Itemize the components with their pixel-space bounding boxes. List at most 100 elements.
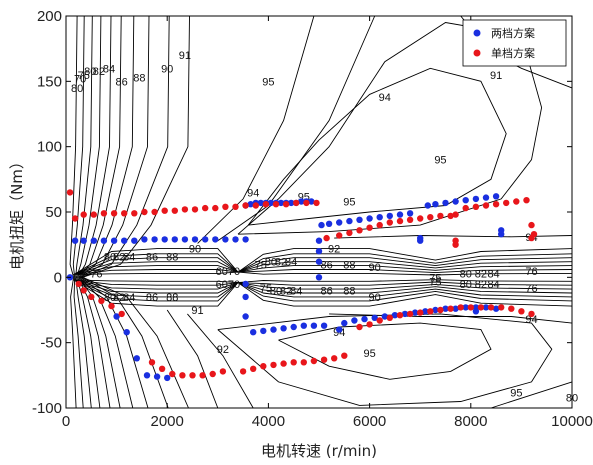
contour-label: 80: [104, 251, 116, 263]
legend-marker-single-gear: [473, 49, 481, 57]
contour-line: [187, 313, 254, 409]
contour-line: [73, 279, 573, 290]
single-gear-point: [437, 212, 444, 220]
single-gear-point: [179, 372, 186, 379]
two-gear-point: [71, 237, 79, 244]
contour-label: 91: [191, 305, 203, 317]
single-gear-point: [427, 308, 434, 315]
single-gear-point: [487, 304, 495, 311]
legend: 两档方案 单档方案: [462, 19, 567, 67]
two-gear-point: [452, 305, 459, 312]
single-gear-point: [523, 197, 530, 204]
contour-label: 90: [161, 63, 173, 75]
single-gear-point: [293, 199, 300, 207]
contour-label: 88: [343, 285, 355, 297]
contour-line: [73, 269, 573, 276]
two-gear-point: [80, 237, 87, 244]
two-gear-point: [290, 323, 297, 331]
contour-label: 70: [73, 272, 85, 284]
contour-label: 82: [113, 292, 125, 304]
single-gear-point: [457, 304, 464, 311]
single-gear-point: [472, 203, 480, 210]
single-gear-point: [121, 210, 128, 217]
contour-line: [73, 279, 573, 298]
single-gear-point: [376, 221, 383, 229]
single-gear-point: [396, 217, 404, 225]
single-gear-point: [90, 211, 98, 218]
y-tick-label: -100: [32, 400, 62, 417]
two-gear-point: [442, 199, 449, 207]
y-axis-label: 电机扭矩（Nm）: [8, 154, 26, 270]
two-gear-point: [336, 326, 343, 333]
two-gear-point: [315, 258, 323, 265]
contour-label: 82: [475, 268, 487, 280]
contour-label: 80: [84, 66, 96, 78]
two-gear-point: [498, 227, 505, 234]
legend-marker-two-gear: [473, 29, 481, 37]
contour-label: 76: [525, 266, 537, 278]
single-gear-point: [528, 310, 535, 318]
single-gear-point: [366, 224, 373, 231]
single-gear-point: [262, 201, 270, 208]
contour-line: [75, 15, 93, 409]
two-gear-point: [315, 274, 323, 281]
single-gear-point: [110, 210, 118, 217]
single-gear-point: [260, 363, 267, 370]
two-gear-point: [482, 194, 490, 201]
two-gear-point: [250, 329, 257, 336]
contour-label: 75: [255, 259, 267, 271]
single-gear-point: [98, 297, 105, 305]
single-gear-point: [272, 201, 280, 208]
contour-label: 84: [123, 292, 135, 304]
contour-label: 70: [74, 74, 86, 86]
two-gear-point: [452, 198, 459, 205]
two-gear-point: [361, 315, 368, 323]
contour-label: 90: [369, 292, 381, 304]
two-gear-point: [406, 210, 414, 217]
contour-label: 75: [260, 283, 272, 295]
two-gear-point: [141, 236, 148, 243]
single-gear-point: [467, 304, 474, 311]
contour-label: 92: [217, 344, 229, 356]
contour-label: 84: [123, 251, 135, 263]
two-gear-point: [422, 308, 429, 315]
single-gear-point: [290, 359, 297, 366]
two-gear-point: [411, 309, 419, 316]
two-gear-point: [417, 237, 424, 244]
single-gear-point: [513, 198, 520, 205]
two-gear-point: [260, 327, 267, 335]
contour-label: 84: [487, 279, 499, 291]
contour-line: [334, 235, 573, 239]
contour-label: 82: [113, 251, 125, 263]
single-gear-point: [71, 215, 79, 222]
contour-label: 90: [369, 262, 381, 274]
two-gear-point: [267, 199, 275, 207]
single-gear-point: [151, 208, 158, 216]
contour-label: 86: [320, 285, 332, 297]
contour-label: 80: [270, 285, 282, 297]
single-gear-point: [280, 360, 287, 367]
two-gear-point: [277, 199, 285, 207]
single-gear-point: [417, 215, 424, 222]
single-gear-point: [346, 229, 353, 237]
single-gear-point: [482, 202, 490, 209]
x-tick-label: 8000: [454, 413, 487, 430]
single-gear-point: [191, 206, 199, 213]
contour-label: 82: [280, 285, 292, 297]
two-gear-point: [482, 304, 490, 311]
two-gear-point: [151, 236, 158, 243]
two-gear-point: [90, 237, 98, 244]
single-gear-point: [239, 368, 247, 375]
contour-label: 80: [460, 268, 472, 280]
single-gear-point: [366, 321, 373, 328]
single-gear-point: [427, 214, 434, 221]
two-gear-point: [242, 280, 249, 288]
single-gear-point: [477, 304, 485, 311]
contour-line: [278, 322, 492, 380]
contour-label: 84: [487, 268, 499, 280]
y-tick-label: 100: [37, 139, 62, 156]
two-gear-point: [232, 236, 239, 243]
single-gear-point: [518, 308, 525, 315]
two-gear-point: [181, 236, 189, 243]
contour-line: [73, 279, 573, 286]
